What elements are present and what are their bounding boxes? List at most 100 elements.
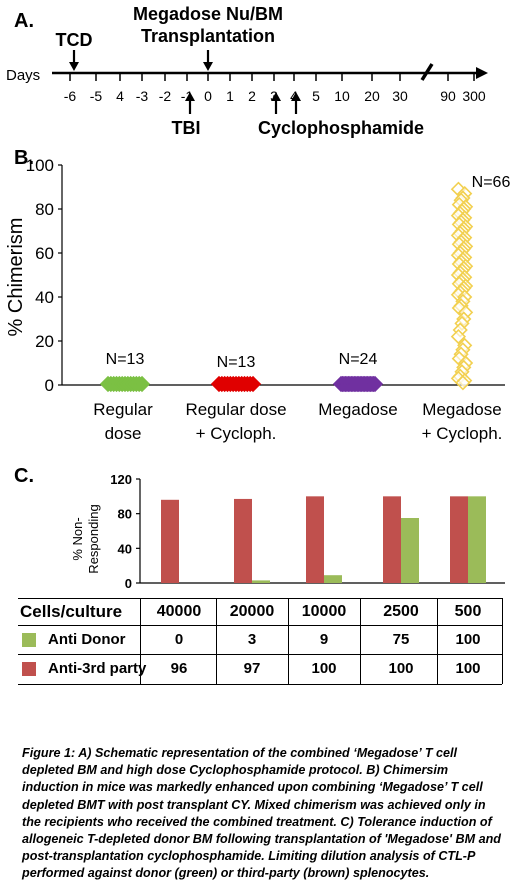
timeline-tick-label: 2	[248, 88, 256, 104]
timeline-tick-label: 10	[334, 88, 350, 104]
timeline-tick-label: 90	[440, 88, 456, 104]
table-header-row: Cells/culture 40000 20000 10000 2500 500	[0, 600, 520, 624]
table-column-rule	[360, 598, 361, 684]
event-arrow-cyclo-day4-head	[291, 92, 301, 101]
timeline-tick-label: 3	[270, 88, 278, 104]
table-bottom-rule	[18, 684, 502, 685]
bar-y-label-line2: Responding	[86, 504, 101, 573]
table-top-rule	[18, 598, 502, 599]
timeline-tick-label: -2	[159, 88, 172, 104]
column-header-cells: 10000	[301, 603, 347, 620]
event-transplant-line2: Transplantation	[141, 26, 275, 46]
table-column-rule	[437, 598, 438, 684]
category-label: Regular	[93, 400, 153, 419]
category-label: Regular dose	[185, 400, 286, 419]
event-tbi: TBI	[172, 118, 201, 138]
non-responding-bar-chart: % Non- Responding 0 40 80 120	[70, 472, 505, 591]
column-header-cells: 500	[454, 603, 482, 620]
bar-anti-donor	[401, 518, 419, 583]
y-axis-label: % Chimerism	[5, 218, 27, 337]
panel-b-label: B.	[14, 147, 34, 169]
panel-a-label: A.	[14, 10, 34, 32]
timeline-tick-label: -5	[90, 88, 103, 104]
timeline-tick-label: 4	[116, 88, 124, 104]
timeline-tick-label: 30	[392, 88, 408, 104]
bar-y-tick-label: 0	[125, 576, 132, 591]
bar-anti-third-party	[306, 496, 324, 583]
category-label: + Cycloph.	[422, 424, 503, 443]
event-tcd: TCD	[56, 30, 93, 50]
event-arrow-tbi-head	[185, 92, 195, 101]
legend-swatch-anti-donor	[22, 633, 36, 647]
bar-anti-donor	[468, 496, 486, 583]
event-transplant-line1: Megadose Nu/BM	[133, 4, 283, 24]
y-tick-label: 80	[35, 200, 54, 219]
panel-c-label: C.	[14, 465, 34, 487]
bar-anti-third-party	[450, 496, 468, 583]
event-arrow-transplant-head	[203, 62, 213, 71]
days-label: Days	[6, 67, 40, 84]
bar-y-tick-label: 120	[110, 472, 132, 487]
scatter-point	[450, 328, 467, 345]
column-header-cells: 40000	[156, 603, 202, 620]
legend-swatch-anti-third-party	[22, 662, 36, 676]
row-label-anti-third-party: Anti-3rd party	[48, 660, 147, 677]
count-label: N=66	[472, 174, 511, 191]
cell-anti-donor: 9	[319, 631, 329, 648]
y-tick-label: 20	[35, 332, 54, 351]
category-label: dose	[105, 424, 142, 443]
cell-anti-donor: 100	[455, 631, 481, 648]
y-tick-label: 100	[26, 156, 54, 175]
figure-caption: Figure 1: A) Schematic representation of…	[22, 746, 501, 881]
row-header-cells-culture: Cells/culture	[20, 602, 123, 621]
column-header-cells: 20000	[229, 603, 275, 620]
timeline-arrowhead	[476, 67, 488, 79]
scatter-point	[244, 375, 262, 393]
event-arrow-cyclo-day3-head	[271, 92, 281, 101]
cell-anti-third-party: 100	[455, 660, 481, 677]
timeline-tick-label: 5	[312, 88, 320, 104]
event-cyclophosphamide: Cyclophosphamide	[258, 118, 424, 138]
y-tick-label: 40	[35, 288, 54, 307]
scatter-point	[366, 375, 384, 393]
timeline-tick-label: -1	[181, 88, 194, 104]
table-rule-2	[18, 654, 502, 655]
category-label: Megadose	[422, 400, 501, 419]
bar-y-tick-label: 40	[118, 541, 132, 556]
bar-y-label-line1: % Non-	[70, 517, 85, 560]
count-label: N=24	[339, 351, 378, 368]
bar-anti-third-party	[161, 499, 179, 583]
table-column-rule	[140, 598, 141, 684]
category-label: Megadose	[318, 400, 397, 419]
bar-y-tick-label: 80	[118, 507, 132, 522]
event-arrow-tcd-head	[69, 62, 79, 71]
table-rule-1	[18, 625, 502, 626]
scatter-point	[455, 375, 471, 391]
timeline-tick-label: -6	[64, 88, 77, 104]
table-row-anti-donor: Anti Donor 0 3 9 75 100	[0, 628, 520, 652]
chimerism-scatter-chart: % Chimerism 0 20 40 60 80 100 N=13 N=13 N=24 N=6…	[5, 156, 511, 443]
table-column-rule	[502, 598, 503, 684]
bar-anti-third-party	[234, 498, 252, 583]
cell-anti-donor: 3	[247, 631, 257, 648]
bar-anti-donor	[252, 580, 270, 583]
timeline-tick-label: 300	[462, 88, 486, 104]
y-tick-label: 0	[45, 376, 54, 395]
cell-anti-third-party: 96	[170, 660, 188, 677]
table-row-anti-third-party: Anti-3rd party 96 97 100 100 100	[0, 657, 520, 681]
count-label: N=13	[106, 351, 145, 368]
cell-anti-donor: 0	[174, 631, 184, 648]
cell-anti-third-party: 100	[388, 660, 414, 677]
y-tick-label: 60	[35, 244, 54, 263]
table-column-rule	[216, 598, 217, 684]
row-label-anti-donor: Anti Donor	[48, 631, 126, 648]
count-label: N=13	[217, 354, 256, 371]
column-header-cells: 2500	[383, 603, 419, 620]
bar-anti-third-party	[383, 496, 401, 583]
axis-break-mark	[420, 63, 434, 81]
cell-anti-donor: 75	[392, 631, 410, 648]
timeline-panel: Megadose Nu/BM Transplantation TCD Days …	[6, 4, 488, 138]
timeline-tick-label: 4	[290, 88, 298, 104]
cell-anti-third-party: 100	[311, 660, 337, 677]
bar-anti-donor	[324, 575, 342, 583]
